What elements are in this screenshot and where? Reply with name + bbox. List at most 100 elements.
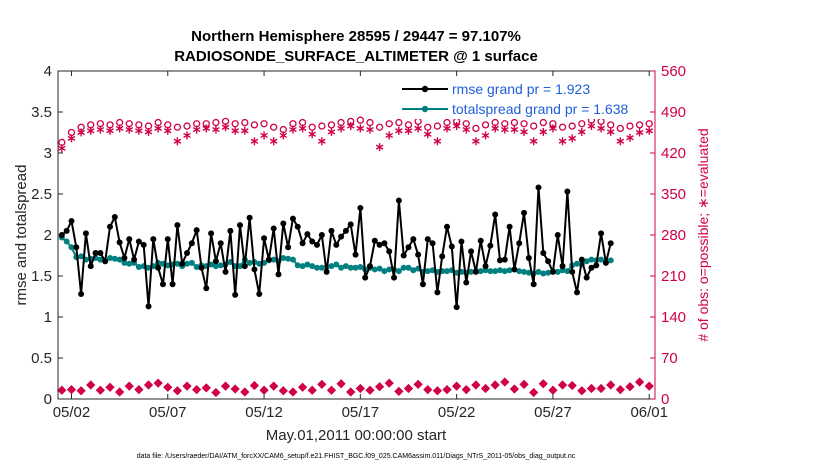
obs-evaluated-point <box>645 126 654 135</box>
spread-point <box>68 244 75 251</box>
rmse-point <box>444 223 451 230</box>
spread-point <box>285 255 292 262</box>
obs-possible-point <box>635 121 644 129</box>
rmse-point <box>429 240 436 247</box>
spread-point <box>521 268 528 275</box>
rmse-point <box>545 258 552 265</box>
spread-point <box>545 269 552 276</box>
spread-point <box>357 263 364 270</box>
obs-possible-point <box>607 121 615 129</box>
rmse-point <box>289 215 296 222</box>
obs-bottom-point <box>297 382 308 392</box>
obs-bottom-point <box>548 385 558 395</box>
obs-evaluated-point <box>337 124 345 133</box>
spread-point <box>352 264 359 271</box>
obs-possible-point <box>327 121 336 129</box>
rmse-point <box>174 222 181 229</box>
obs-possible-point <box>231 120 239 128</box>
spread-point <box>174 260 181 267</box>
obs-possible-point <box>385 120 393 128</box>
spread-point <box>468 268 475 275</box>
obs-bottom-point <box>143 380 154 390</box>
rmse-point <box>92 250 99 257</box>
obs-evaluated-point <box>385 131 394 140</box>
rmse-point <box>280 220 287 227</box>
obs-evaluated-point <box>96 125 105 134</box>
obs-evaluated-point <box>318 137 326 146</box>
rmse-point <box>169 281 176 288</box>
rmse-point <box>419 281 426 288</box>
obs-evaluated-point <box>462 125 471 134</box>
spread-point <box>304 261 311 268</box>
obs-evaluated-point <box>289 125 297 134</box>
rmse-point <box>338 233 345 240</box>
obs-evaluated-point <box>58 144 66 153</box>
rmse-point <box>102 258 109 265</box>
spread-point <box>400 264 407 271</box>
obs-possible-point <box>597 117 605 126</box>
spread-point <box>280 254 287 261</box>
spread-point <box>299 263 306 270</box>
obs-evaluated-point <box>510 125 519 134</box>
rmse-point <box>203 285 210 292</box>
spread-point <box>309 263 316 270</box>
rmse-point <box>410 236 417 243</box>
rmse-point <box>487 242 494 249</box>
obs-bottom-point <box>182 381 192 391</box>
rmse-point <box>155 264 162 271</box>
spread-point <box>78 253 85 260</box>
obs-bottom-point <box>230 384 240 394</box>
obs-possible-point <box>626 122 634 130</box>
spread-point <box>607 257 614 264</box>
rmse-point <box>78 291 85 298</box>
obs-bottom-point <box>374 382 385 392</box>
rmse-point <box>188 240 195 247</box>
rmse-point <box>501 256 508 263</box>
obs-possible-point <box>510 118 519 127</box>
obs-possible-point <box>366 118 374 127</box>
rmse-point <box>530 281 537 288</box>
obs-bottom-point <box>538 379 548 389</box>
obs-evaluated-point <box>269 137 278 146</box>
rmse-point <box>482 263 489 270</box>
y-right-tick-label: 350 <box>661 186 686 203</box>
obs-bottom-point <box>625 382 635 392</box>
spread-point <box>318 264 325 271</box>
spread-point <box>487 268 494 275</box>
y-right-tick-label: 280 <box>661 227 686 244</box>
obs-bottom-point <box>201 383 211 393</box>
spread-point <box>477 268 484 275</box>
obs-evaluated-point <box>192 125 201 134</box>
obs-bottom-point <box>211 387 221 398</box>
rmse-point <box>511 266 518 273</box>
rmse-point <box>256 291 263 298</box>
rmse-point <box>588 264 595 271</box>
obs-evaluated-point <box>106 126 114 135</box>
obs-evaluated-point <box>452 122 461 131</box>
y-axis-right: 0 70 140 210 280 350 420 490 560 <box>650 63 686 408</box>
x-axis: 05/02 05/07 05/12 05/17 05/22 05/27 06/01 <box>53 71 668 421</box>
rmse-point <box>126 236 133 243</box>
legend: rmse grand pr = 1.923 totalspread grand … <box>398 77 650 119</box>
obs-possible-point <box>472 124 480 133</box>
obs-bottom-point <box>307 385 317 395</box>
rmse-point <box>342 227 349 234</box>
obs-bottom-point <box>567 380 577 391</box>
obs-possible-point <box>183 122 191 130</box>
rmse-point <box>184 250 191 257</box>
obs-possible-point <box>356 116 365 124</box>
obs-possible-point <box>318 122 326 130</box>
obs-evaluated-point <box>298 124 307 133</box>
rmse-point <box>97 250 104 257</box>
obs-evaluated-point <box>279 131 288 140</box>
obs-evaluated-point <box>77 128 85 137</box>
spread-point <box>97 256 104 263</box>
rmse-point <box>525 254 532 261</box>
rmse-point <box>294 223 301 230</box>
spread-point <box>246 259 253 266</box>
obs-evaluated-point <box>375 143 384 152</box>
y-left-tick-label: 2 <box>44 227 52 244</box>
x-tick-label: 05/02 <box>53 404 91 421</box>
y-right-tick-label: 490 <box>661 104 686 121</box>
y-right-tick-label: 140 <box>661 309 686 326</box>
